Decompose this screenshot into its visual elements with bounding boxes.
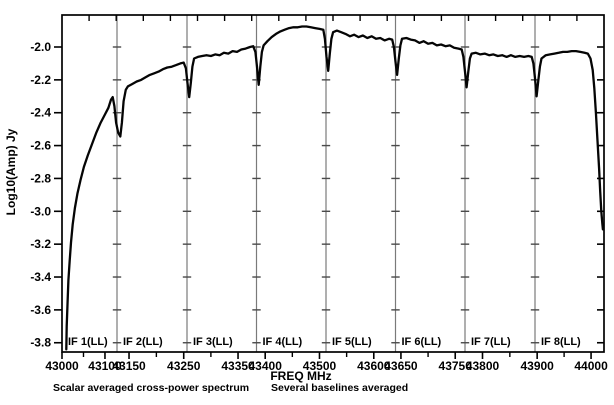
if-panel-label: IF 6(LL) — [402, 336, 442, 348]
plot-frame — [61, 14, 605, 353]
y-tick-label: -2.8 — [30, 171, 51, 185]
y-tick-label: -2.0 — [30, 40, 51, 54]
x-tick-label: 43800 — [466, 359, 500, 373]
x-tick-label: 43750 — [439, 359, 473, 373]
x-tick-label: 43150 — [112, 359, 146, 373]
if-panel-label: IF 2(LL) — [123, 336, 163, 348]
y-axis-title: Log10(Amp) Jy — [4, 128, 18, 216]
if-panel-label: IF 8(LL) — [541, 336, 581, 348]
y-tick-label: -2.2 — [30, 73, 51, 87]
x-tick-label: 43500 — [303, 359, 337, 373]
x-tick-label: 43400 — [249, 359, 283, 373]
x-tick-label: 43650 — [384, 359, 418, 373]
spectrum-curve — [65, 25, 605, 351]
x-tick-label: 43900 — [520, 359, 554, 373]
caption-scalar-averaged: Scalar averaged cross-power spectrum — [53, 382, 250, 394]
y-tick-label: -3.0 — [30, 204, 51, 218]
x-axis-title: FREQ MHz — [270, 369, 332, 383]
caption-baselines-averaged: Several baselines averaged — [271, 382, 409, 394]
y-tick-label: -2.4 — [30, 106, 51, 120]
x-tick-label: 43250 — [167, 359, 201, 373]
y-tick-label: -3.4 — [30, 270, 51, 284]
if-panel-label: IF 1(LL) — [68, 336, 108, 348]
if-panel-label: IF 5(LL) — [332, 336, 372, 348]
y-tick-label: -3.8 — [30, 336, 51, 350]
if-panel-label: IF 3(LL) — [193, 336, 233, 348]
x-tick-label: 43600 — [357, 359, 391, 373]
y-tick-label: -3.2 — [30, 237, 51, 251]
x-tick-label: 44000 — [574, 359, 608, 373]
y-tick-label: -3.6 — [30, 303, 51, 317]
x-tick-label: 43350 — [221, 359, 255, 373]
if-panel-label: IF 4(LL) — [263, 336, 303, 348]
y-tick-label: -2.6 — [30, 139, 51, 153]
x-tick-label: 43000 — [45, 359, 79, 373]
x-tick-label: 43100 — [88, 359, 122, 373]
if-panel-label: IF 7(LL) — [471, 336, 511, 348]
